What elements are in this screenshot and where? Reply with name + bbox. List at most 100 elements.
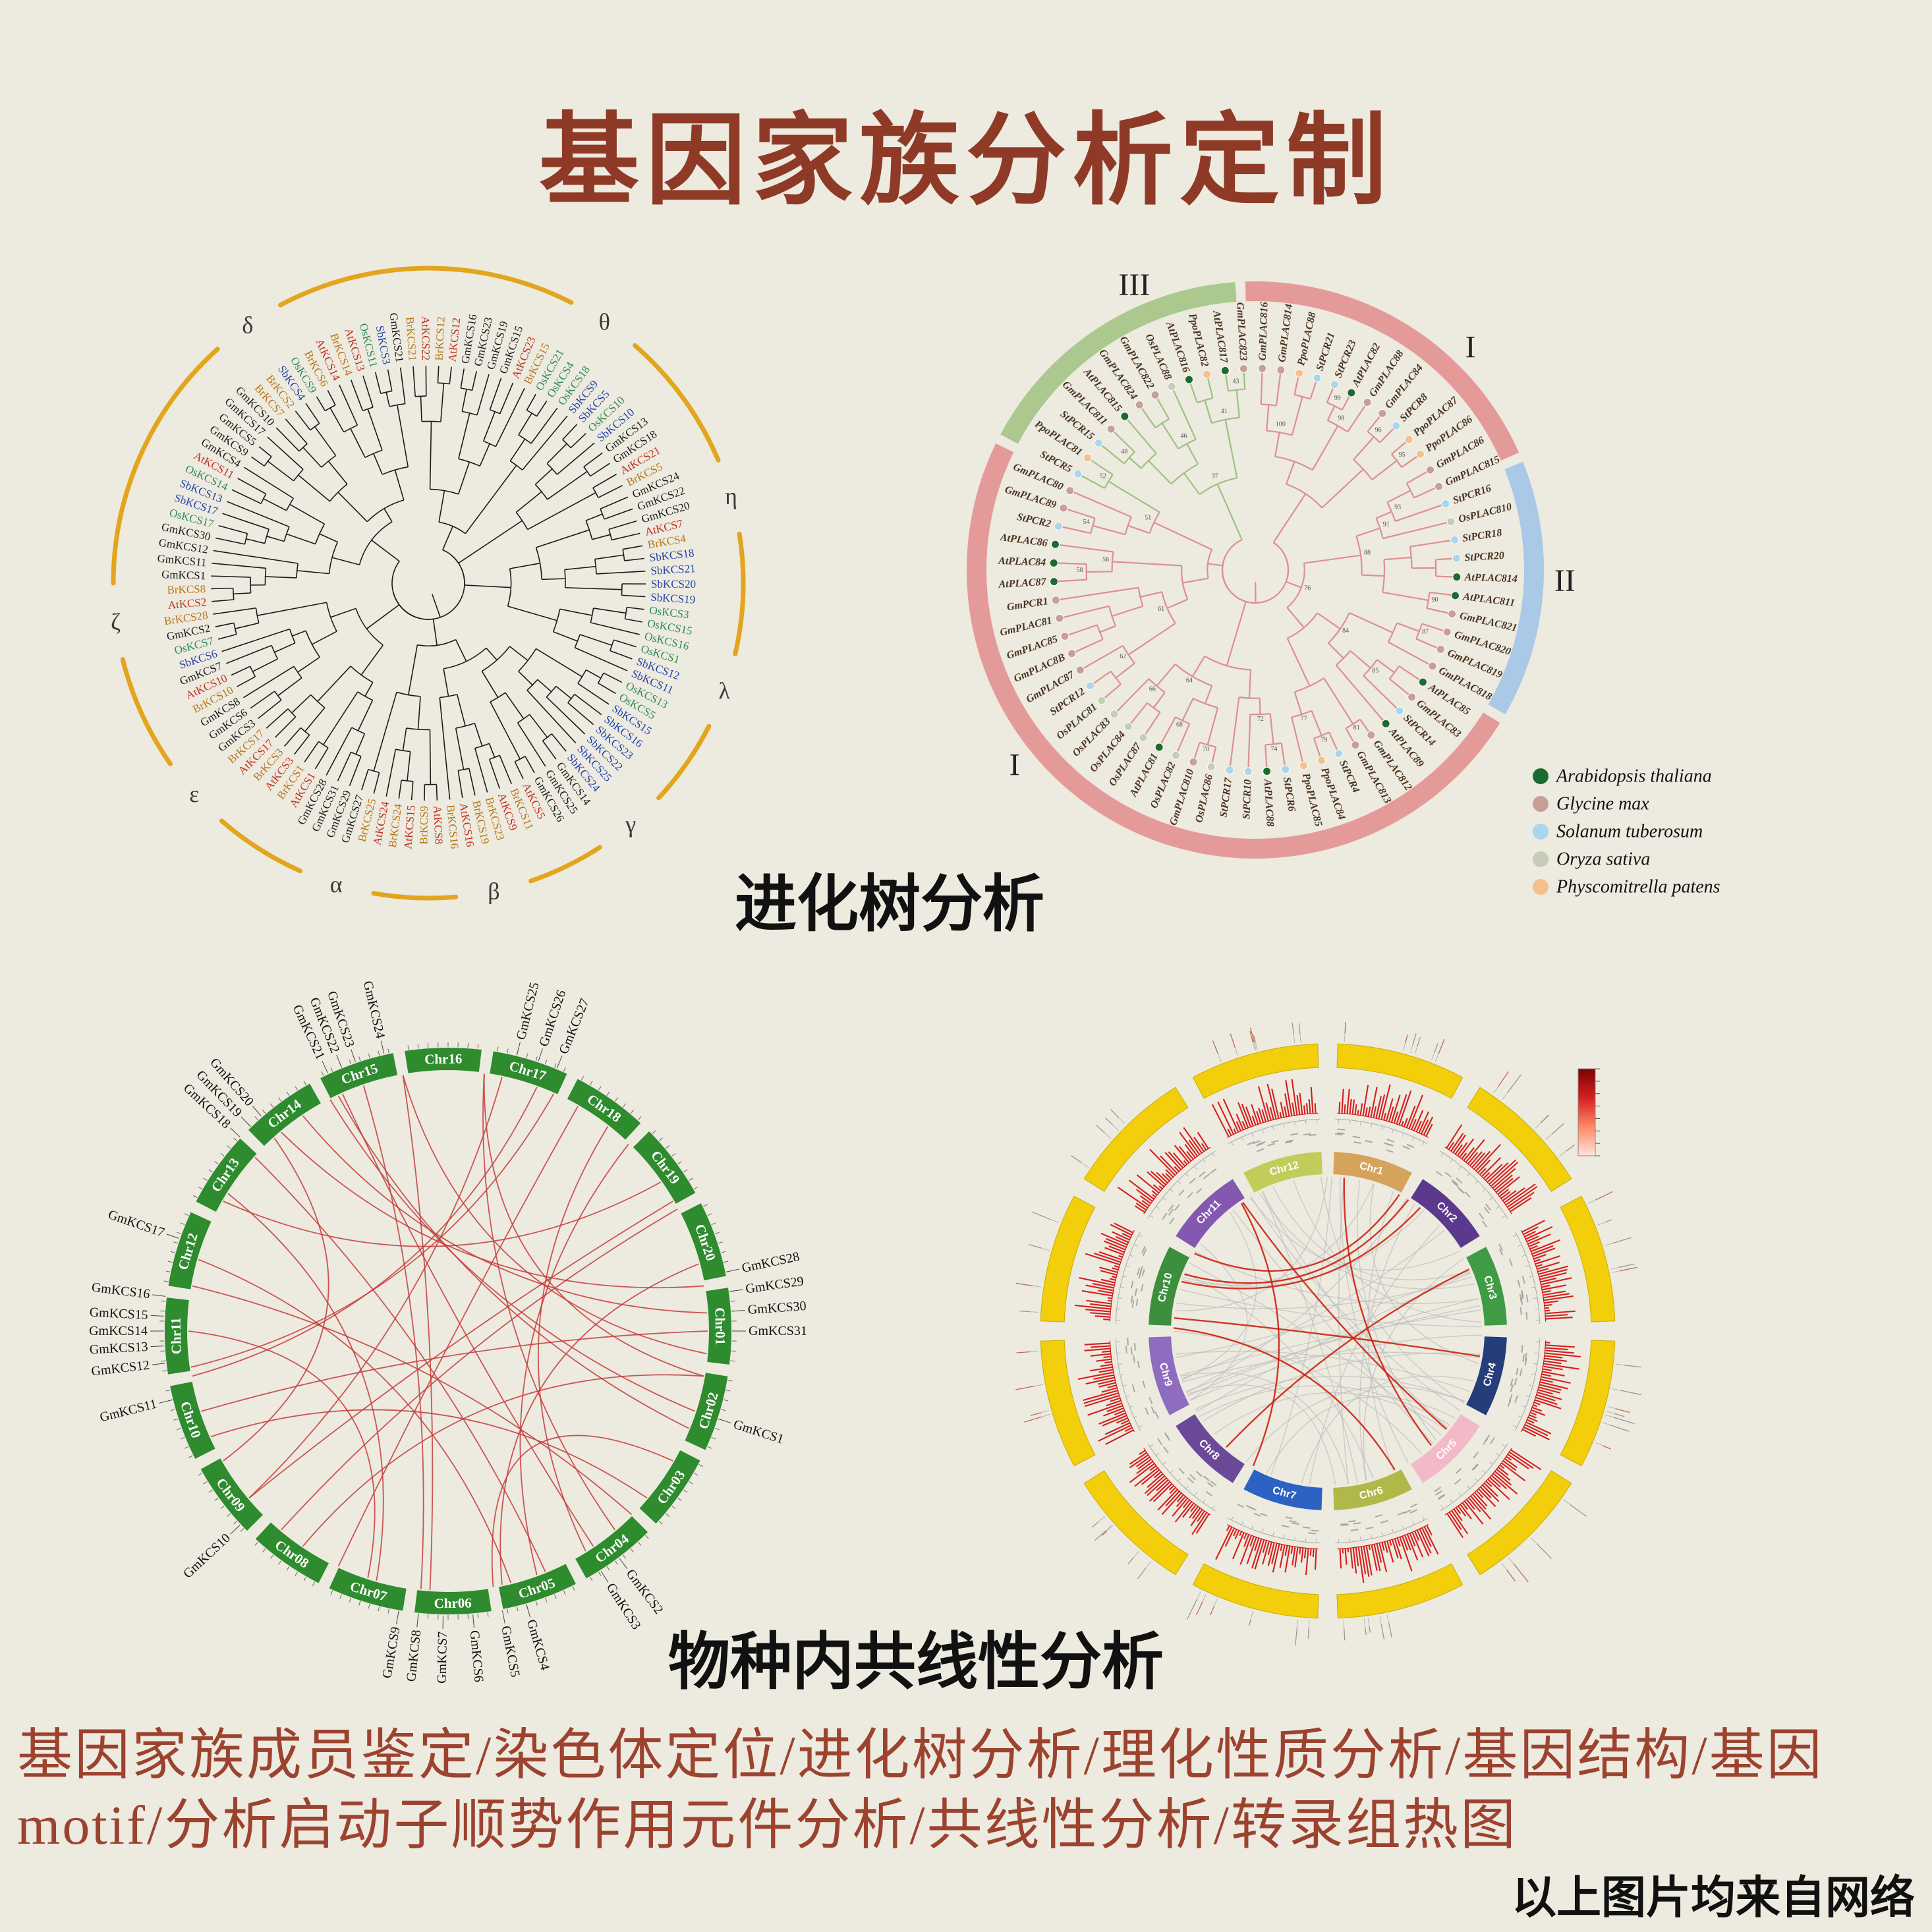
legend-item: Glycine max bbox=[1533, 794, 1649, 814]
unreadable-label-marks bbox=[1595, 1363, 1642, 1450]
svg-text:GmKCS10: GmKCS10 bbox=[181, 1531, 233, 1581]
collinearity-links bbox=[1173, 1176, 1482, 1485]
kcs-clade-ring: θ η λ γ β α ε ζ δ bbox=[111, 266, 746, 905]
svg-text:OsPLAC86: OsPLAC86 bbox=[1193, 774, 1215, 824]
svg-text:GmKCS28: GmKCS28 bbox=[741, 1249, 801, 1276]
svg-text:StPCR16: StPCR16 bbox=[1452, 483, 1493, 507]
svg-text:AtPLAC817: AtPLAC817 bbox=[1210, 309, 1230, 364]
svg-text:StPCR6: StPCR6 bbox=[1281, 776, 1297, 812]
svg-text:StPCR17: StPCR17 bbox=[1218, 776, 1235, 818]
svg-text:ζ: ζ bbox=[111, 608, 121, 635]
circos-segment-tracks: Chr6 bbox=[1333, 1469, 1463, 1641]
species-legend: Arabidopsis thaliana Glycine max Solanum t… bbox=[1533, 766, 1720, 897]
svg-text:GmKCS1: GmKCS1 bbox=[161, 568, 206, 582]
image-credit-note: 以上图片均来自网络 bbox=[1511, 1873, 1915, 1923]
unreadable-label-marks bbox=[1187, 1591, 1310, 1646]
synteny-links bbox=[188, 1073, 708, 1591]
svg-text:96: 96 bbox=[1375, 427, 1382, 434]
svg-text:61: 61 bbox=[1158, 606, 1164, 613]
circos-segment-tracks: Chr1 bbox=[1333, 1021, 1463, 1193]
svg-text:Oryza sativa: Oryza sativa bbox=[1556, 849, 1650, 870]
svg-text:AtPLAC84: AtPLAC84 bbox=[998, 555, 1046, 569]
svg-text:Chr01: Chr01 bbox=[712, 1307, 728, 1346]
svg-text:91: 91 bbox=[1383, 521, 1390, 528]
svg-text:GmKCS8: GmKCS8 bbox=[404, 1629, 424, 1682]
svg-text:ε: ε bbox=[189, 781, 199, 807]
svg-text:AtPLAC814: AtPLAC814 bbox=[1464, 572, 1518, 585]
svg-text:GmKCS1: GmKCS1 bbox=[731, 1417, 785, 1446]
svg-text:I: I bbox=[1465, 329, 1475, 364]
svg-text:64: 64 bbox=[1186, 677, 1193, 684]
svg-text:AtPLAC811: AtPLAC811 bbox=[1462, 591, 1516, 609]
svg-text:41: 41 bbox=[1221, 408, 1228, 415]
svg-text:AtKCS2: AtKCS2 bbox=[167, 596, 207, 611]
page-title: 基因家族分析定制 bbox=[539, 105, 1393, 217]
svg-text:48: 48 bbox=[1121, 448, 1127, 455]
legend-item: Physcomitrella patens bbox=[1533, 877, 1720, 897]
svg-text:III: III bbox=[1118, 268, 1150, 302]
svg-text:GmPLAC89: GmPLAC89 bbox=[1004, 484, 1058, 511]
circos-segment-tracks: Chr7 bbox=[1187, 1469, 1322, 1646]
svg-text:46: 46 bbox=[1181, 433, 1187, 440]
svg-text:GmKCS31: GmKCS31 bbox=[749, 1324, 807, 1338]
svg-text:54: 54 bbox=[1083, 519, 1090, 526]
svg-text:Arabidopsis thaliana: Arabidopsis thaliana bbox=[1555, 766, 1712, 787]
svg-text:AtKCS8: AtKCS8 bbox=[431, 805, 445, 844]
svg-text:Physcomitrella patens: Physcomitrella patens bbox=[1556, 877, 1720, 897]
circos-segment-tracks: Chr9 bbox=[1015, 1336, 1189, 1467]
svg-text:GmKCS17: GmKCS17 bbox=[106, 1207, 166, 1240]
svg-text:99: 99 bbox=[1334, 395, 1341, 402]
svg-text:α: α bbox=[330, 871, 343, 897]
svg-text:GmKCS7: GmKCS7 bbox=[435, 1632, 450, 1684]
svg-text:PpoPLAC82: PpoPLAC82 bbox=[1186, 312, 1210, 368]
svg-text:GmKCS12: GmKCS12 bbox=[90, 1358, 150, 1379]
svg-text:AtKCS15: AtKCS15 bbox=[401, 805, 417, 849]
svg-text:GmKCS25: GmKCS25 bbox=[514, 981, 542, 1042]
chromosome-blocks: Chr16 Chr17Chr18Chr19Chr20Chr01Chr02Chr03… bbox=[159, 1042, 737, 1620]
unreadable-label-marks bbox=[1344, 1021, 1445, 1062]
synteny-circos: Chr16 Chr17Chr18Chr19Chr20Chr01Chr02Chr03… bbox=[89, 980, 807, 1684]
svg-text:γ: γ bbox=[625, 811, 636, 838]
circos-segment-tracks: Chr2 bbox=[1411, 1071, 1575, 1248]
svg-text:79: 79 bbox=[1321, 737, 1327, 744]
svg-text:GmKCS6: GmKCS6 bbox=[467, 1630, 486, 1683]
svg-text:AtPLAC88: AtPLAC88 bbox=[1262, 778, 1276, 827]
unreadable-label-marks bbox=[1015, 1211, 1059, 1313]
svg-text:GmKCS5: GmKCS5 bbox=[498, 1625, 523, 1679]
unreadable-label-marks bbox=[1588, 1191, 1637, 1273]
svg-text:GmPCR1: GmPCR1 bbox=[1006, 596, 1049, 613]
svg-text:SbKCS19: SbKCS19 bbox=[650, 591, 696, 606]
svg-text:AtKCS22: AtKCS22 bbox=[419, 316, 432, 360]
svg-text:GmKCS16: GmKCS16 bbox=[91, 1280, 151, 1302]
svg-text:56: 56 bbox=[1102, 556, 1109, 563]
svg-text:StPCR20: StPCR20 bbox=[1464, 550, 1504, 563]
svg-text:I: I bbox=[1009, 747, 1020, 782]
svg-text:90: 90 bbox=[1432, 596, 1438, 604]
svg-text:84: 84 bbox=[1342, 627, 1349, 635]
kcs-leaf-labels: BrKCS21 AtKCS22 BrKCS12AtKCS12GmKCS16GmKCS… bbox=[157, 312, 696, 850]
circos-segment-tracks: Chr8 bbox=[1083, 1414, 1245, 1579]
svg-text:PpoPLAC88: PpoPLAC88 bbox=[1295, 311, 1319, 367]
kcs-phylo-tree: BrKCS21 AtKCS22 BrKCS12AtKCS12GmKCS16GmKCS… bbox=[111, 266, 746, 905]
svg-text:Solanum tuberosum: Solanum tuberosum bbox=[1556, 822, 1703, 842]
plac8-leaf-dots bbox=[1049, 364, 1462, 776]
svg-text:GmKCS4: GmKCS4 bbox=[524, 1618, 552, 1672]
svg-text:51: 51 bbox=[1145, 515, 1151, 522]
svg-text:88: 88 bbox=[1364, 549, 1371, 556]
svg-text:70: 70 bbox=[1203, 746, 1209, 753]
svg-text:GmKCS24: GmKCS24 bbox=[360, 980, 387, 1040]
svg-text:PpoPLAC85: PpoPLAC85 bbox=[1300, 772, 1324, 828]
svg-text:Glycine max: Glycine max bbox=[1556, 794, 1649, 814]
svg-text:SbKCS21: SbKCS21 bbox=[650, 562, 696, 577]
unreadable-label-marks bbox=[1343, 1614, 1392, 1641]
unreadable-label-marks bbox=[1015, 1351, 1050, 1423]
svg-text:StPCR5: StPCR5 bbox=[1038, 449, 1073, 475]
svg-text:δ: δ bbox=[242, 312, 253, 338]
circos-segment-tracks: Chr3 bbox=[1466, 1191, 1637, 1326]
heatmap-scale-legend bbox=[1577, 1068, 1600, 1156]
unreadable-label-marks bbox=[1212, 1023, 1301, 1062]
svg-text:GmPLAC81: GmPLAC81 bbox=[999, 615, 1054, 639]
svg-text:BrKCS12: BrKCS12 bbox=[433, 316, 447, 361]
